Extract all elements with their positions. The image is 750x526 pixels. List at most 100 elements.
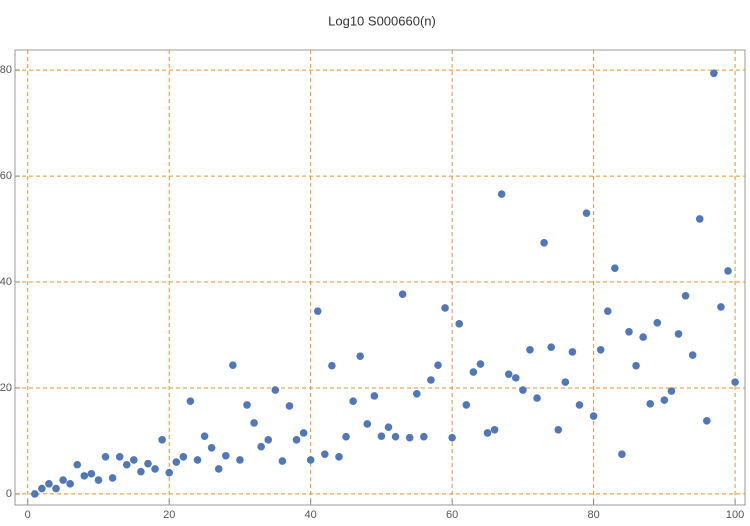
point <box>108 474 117 482</box>
point <box>186 397 195 405</box>
point <box>172 458 181 466</box>
point <box>278 457 287 465</box>
point <box>625 327 633 336</box>
point <box>575 401 584 409</box>
point <box>45 480 53 488</box>
point <box>434 361 442 369</box>
plot-frame <box>14 49 746 506</box>
point <box>384 423 393 431</box>
point <box>377 432 386 440</box>
point <box>31 490 39 498</box>
x-tick-label: 100 <box>726 509 744 521</box>
point <box>540 239 548 247</box>
point <box>165 468 174 477</box>
point <box>717 303 725 311</box>
point <box>363 420 372 428</box>
y-tick-label: 0 <box>6 488 12 500</box>
x-tick-label: 60 <box>446 509 458 521</box>
point <box>554 425 563 434</box>
point <box>653 318 662 327</box>
point <box>292 436 301 444</box>
point <box>229 361 237 369</box>
point <box>87 469 96 478</box>
point <box>271 386 280 394</box>
y-tick-label: 20 <box>0 382 12 394</box>
point <box>589 412 598 420</box>
point <box>462 401 471 409</box>
point <box>370 392 379 400</box>
point <box>214 465 223 473</box>
point <box>264 436 273 444</box>
point <box>476 360 485 368</box>
point <box>448 433 456 442</box>
point <box>342 432 350 441</box>
point <box>80 472 89 480</box>
point <box>405 433 414 442</box>
x-tick-label: 20 <box>163 509 175 521</box>
x-tick-label: 80 <box>587 509 599 521</box>
point <box>469 368 478 376</box>
point <box>504 370 513 378</box>
point <box>52 484 60 493</box>
point <box>207 443 216 452</box>
point <box>101 452 110 461</box>
point <box>221 451 230 460</box>
point <box>200 432 209 440</box>
point <box>526 346 534 354</box>
point <box>441 304 449 312</box>
point <box>568 348 577 356</box>
x-tick-label: 40 <box>305 509 317 521</box>
point <box>533 394 541 402</box>
point <box>335 452 343 461</box>
point <box>710 69 718 78</box>
point <box>38 484 46 493</box>
point <box>427 376 435 384</box>
point <box>681 291 690 300</box>
point <box>73 460 82 469</box>
point <box>356 352 364 360</box>
point <box>391 432 400 441</box>
point <box>243 401 251 409</box>
point <box>250 419 258 427</box>
point <box>632 361 640 370</box>
point <box>420 432 428 441</box>
point <box>59 476 67 484</box>
point <box>667 387 676 395</box>
point <box>236 456 244 464</box>
point <box>257 442 265 451</box>
point <box>688 351 697 359</box>
point <box>398 290 407 298</box>
point <box>646 400 655 408</box>
point <box>306 456 315 464</box>
x-tick-label: 0 <box>25 509 31 521</box>
y-tick-label: 40 <box>0 276 12 288</box>
point <box>328 361 336 370</box>
point <box>151 465 159 473</box>
point <box>193 456 202 464</box>
point <box>137 467 145 476</box>
y-tick-label: 60 <box>0 170 12 182</box>
point <box>490 425 499 434</box>
point <box>313 307 322 315</box>
point <box>582 209 591 217</box>
point <box>94 476 103 484</box>
point <box>611 264 619 273</box>
point <box>122 460 131 469</box>
point <box>512 374 520 382</box>
point <box>285 402 294 410</box>
point <box>179 452 188 461</box>
point <box>596 346 605 354</box>
point <box>115 452 124 461</box>
point <box>674 330 683 338</box>
point <box>349 397 357 405</box>
y-tick-label: 80 <box>0 64 12 76</box>
point <box>639 333 647 341</box>
point <box>412 389 421 398</box>
point <box>731 378 739 386</box>
point <box>299 429 308 437</box>
point <box>130 456 138 464</box>
point <box>66 480 74 488</box>
point <box>321 450 329 458</box>
